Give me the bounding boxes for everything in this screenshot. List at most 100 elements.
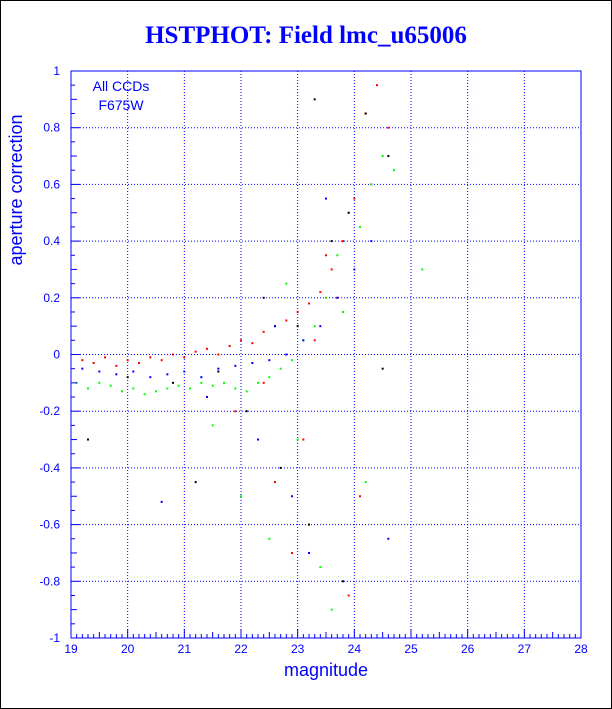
- data-point: [330, 240, 333, 243]
- data-point: [330, 608, 333, 611]
- y-tick-label: 0: [53, 348, 60, 362]
- data-point: [211, 424, 214, 427]
- data-point: [296, 325, 299, 328]
- data-point: [206, 396, 208, 399]
- data-point: [200, 376, 203, 379]
- data-point: [234, 410, 237, 413]
- data-point: [126, 359, 129, 362]
- data-point: [268, 537, 271, 540]
- y-tick-label: 0.4: [43, 234, 60, 248]
- data-point: [262, 381, 265, 384]
- data-point: [104, 356, 106, 359]
- data-point: [376, 84, 378, 87]
- data-point: [262, 330, 265, 333]
- data-point: [313, 325, 316, 328]
- data-point: [115, 364, 118, 367]
- data-point: [387, 537, 390, 540]
- y-tick-label: 0.2: [43, 291, 60, 305]
- data-point: [206, 347, 208, 350]
- y-tick-label: -1: [49, 631, 60, 645]
- data-point: [387, 126, 390, 129]
- data-point: [262, 296, 265, 299]
- data-point: [308, 551, 310, 554]
- x-axis-title: magnitude: [284, 660, 368, 680]
- data-point: [81, 359, 84, 362]
- data-point: [200, 381, 203, 384]
- data-point: [330, 268, 333, 271]
- data-point: [98, 370, 101, 373]
- data-point: [291, 359, 293, 362]
- data-point: [308, 523, 310, 526]
- data-point: [291, 495, 293, 498]
- data-point: [183, 356, 186, 359]
- x-tick-label: 19: [64, 642, 78, 656]
- data-point: [160, 500, 163, 503]
- data-point: [172, 381, 174, 384]
- data-point: [359, 495, 361, 498]
- data-point: [291, 551, 293, 554]
- data-point: [353, 197, 356, 200]
- x-tick-label: 22: [234, 642, 248, 656]
- data-point: [353, 268, 356, 271]
- data-point: [387, 155, 390, 158]
- data-point: [217, 353, 220, 356]
- data-point: [251, 342, 254, 345]
- data-point: [359, 225, 361, 228]
- x-tick-label: 25: [404, 642, 418, 656]
- x-tick-labels: 19 20 21 22 23 24 25 26 27 28: [64, 642, 588, 656]
- data-point: [87, 387, 89, 390]
- data-point: [381, 367, 384, 370]
- data-point: [115, 373, 118, 376]
- data-point: [211, 384, 214, 387]
- data-point: [217, 370, 220, 373]
- data-point: [240, 339, 242, 342]
- annotation-label: All CCDs: [93, 78, 150, 94]
- data-point: [126, 376, 129, 379]
- data-point: [319, 325, 322, 328]
- grid: [71, 71, 581, 638]
- data-point: [370, 240, 373, 243]
- data-point: [285, 319, 288, 322]
- data-point: [279, 466, 282, 469]
- data-point: [234, 387, 237, 390]
- data-point: [279, 367, 282, 370]
- x-tick-label: 28: [574, 642, 588, 656]
- data-point: [325, 296, 327, 299]
- y-tick-label: 0.6: [43, 177, 60, 191]
- data-point: [274, 325, 276, 328]
- data-point: [257, 438, 259, 441]
- data-point: [251, 362, 254, 365]
- data-point: [217, 367, 220, 370]
- data-point: [342, 310, 344, 313]
- data-point: [149, 376, 152, 379]
- data-point: [228, 344, 231, 347]
- data-point: [268, 376, 271, 379]
- data-point: [240, 495, 242, 498]
- x-tick-label: 20: [121, 642, 135, 656]
- data-point: [234, 364, 237, 367]
- data-point: [132, 387, 135, 390]
- data-point: [325, 197, 327, 200]
- data-point: [336, 296, 339, 299]
- data-point: [364, 481, 367, 484]
- chart-title: HSTPHOT: Field lmc_u65006: [145, 22, 467, 49]
- data-point: [421, 268, 424, 271]
- data-point: [138, 362, 140, 365]
- y-tick-labels: -1 -0.8 -0.6 -0.4 -0.2 0 0.2 0.4 0.6 0.8 1: [39, 64, 60, 645]
- y-tick-label: -0.6: [39, 518, 60, 532]
- tick-marks: [70, 70, 582, 639]
- data-point: [194, 350, 197, 353]
- data-point: [296, 438, 299, 441]
- data-point: [109, 384, 112, 387]
- data-point: [274, 481, 276, 484]
- data-point: [302, 438, 305, 441]
- data-point: [245, 410, 248, 413]
- data-point: [285, 282, 288, 285]
- data-point: [166, 387, 169, 390]
- y-tick-label: -0.8: [39, 574, 60, 588]
- data-point: [121, 390, 123, 393]
- data-point: [183, 370, 186, 373]
- data-point: [87, 438, 89, 441]
- data-point: [149, 356, 152, 359]
- data-point: [308, 302, 310, 305]
